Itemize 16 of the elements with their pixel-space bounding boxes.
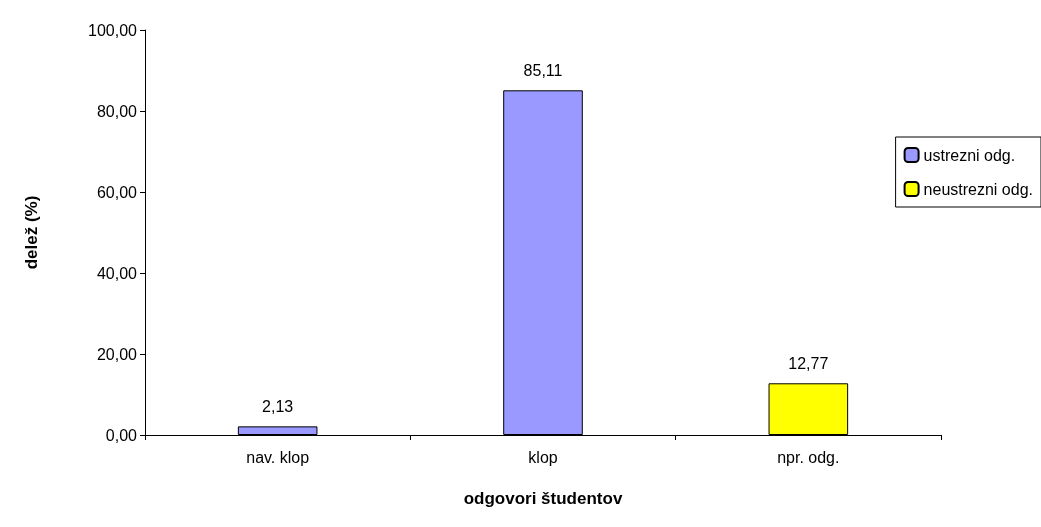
data-label: 12,77	[788, 354, 829, 372]
legend-label: ustrezni odg.	[923, 146, 1016, 164]
y-tick-label: 20,00	[96, 345, 138, 363]
data-label: 2,13	[262, 397, 294, 415]
y-tick-label: 40,00	[96, 264, 138, 282]
y-tick-label: 80,00	[96, 102, 138, 120]
y-tick-label: 60,00	[96, 183, 138, 201]
x-tick-label: nav. klop	[246, 448, 310, 466]
data-label: 85,11	[523, 61, 563, 79]
legend-label: neustrezni odg.	[923, 180, 1033, 198]
x-axis-title: odgovori študentov	[463, 489, 623, 508]
y-axis-title: delež (%)	[22, 195, 41, 270]
x-tick-label: klop	[528, 448, 558, 466]
y-tick-label: 0,00	[105, 426, 138, 444]
y-tick-label: 100,00	[88, 21, 138, 39]
x-tick-label: npr. odg.	[777, 448, 840, 466]
